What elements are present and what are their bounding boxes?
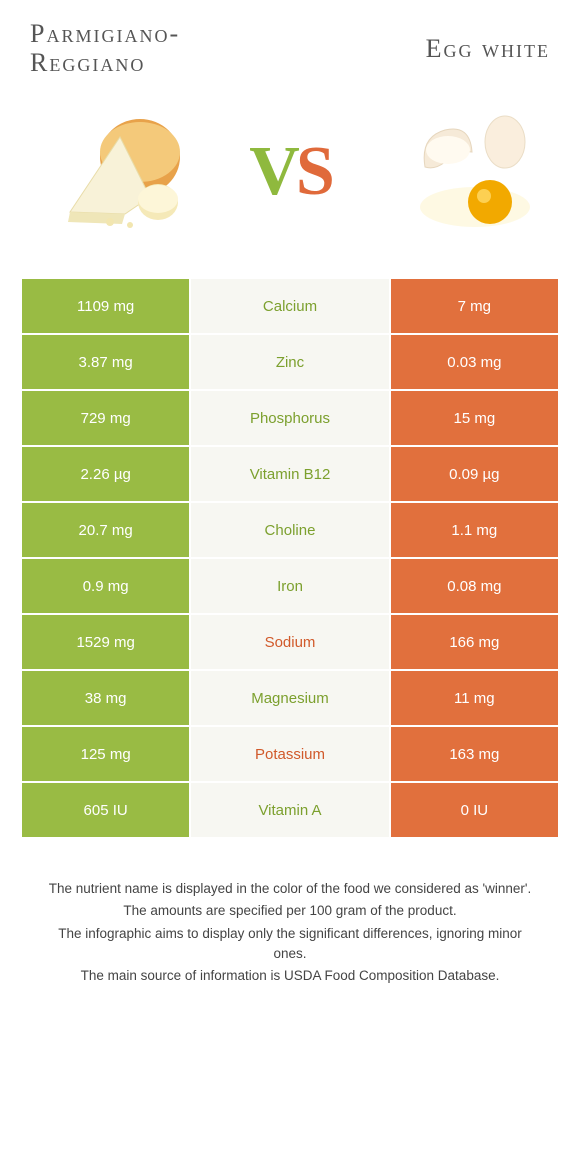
- food-right-title: Egg white: [290, 34, 550, 64]
- right-value: 11 mg: [390, 670, 559, 726]
- footer-line: The amounts are specified per 100 gram o…: [40, 901, 540, 921]
- left-value: 38 mg: [21, 670, 190, 726]
- left-value: 0.9 mg: [21, 558, 190, 614]
- right-value: 0.03 mg: [390, 334, 559, 390]
- right-value: 0.08 mg: [390, 558, 559, 614]
- nutrient-table: 1109 mgCalcium7 mg3.87 mgZinc0.03 mg729 …: [20, 277, 560, 839]
- footer-line: The nutrient name is displayed in the co…: [40, 879, 540, 899]
- left-value: 1529 mg: [21, 614, 190, 670]
- left-value: 605 IU: [21, 782, 190, 838]
- nutrient-name: Calcium: [190, 278, 389, 334]
- nutrient-name: Vitamin A: [190, 782, 389, 838]
- nutrient-name: Phosphorus: [190, 390, 389, 446]
- table-row: 20.7 mgCholine1.1 mg: [21, 502, 559, 558]
- right-value: 1.1 mg: [390, 502, 559, 558]
- right-value: 163 mg: [390, 726, 559, 782]
- food-left-title: Parmigiano-Reggiano: [30, 20, 290, 77]
- table-row: 729 mgPhosphorus15 mg: [21, 390, 559, 446]
- left-value: 729 mg: [21, 390, 190, 446]
- right-value: 166 mg: [390, 614, 559, 670]
- nutrient-name: Magnesium: [190, 670, 389, 726]
- table-row: 1109 mgCalcium7 mg: [21, 278, 559, 334]
- table-row: 125 mgPotassium163 mg: [21, 726, 559, 782]
- nutrient-name: Choline: [190, 502, 389, 558]
- right-value: 0 IU: [390, 782, 559, 838]
- nutrient-name: Zinc: [190, 334, 389, 390]
- nutrient-name: Potassium: [190, 726, 389, 782]
- left-value: 2.26 µg: [21, 446, 190, 502]
- table-row: 3.87 mgZinc0.03 mg: [21, 334, 559, 390]
- left-value: 1109 mg: [21, 278, 190, 334]
- footer-line: The main source of information is USDA F…: [40, 966, 540, 986]
- nutrient-name: Iron: [190, 558, 389, 614]
- vs-v: V: [249, 133, 296, 210]
- left-value: 125 mg: [21, 726, 190, 782]
- right-value: 0.09 µg: [390, 446, 559, 502]
- table-row: 1529 mgSodium166 mg: [21, 614, 559, 670]
- right-value: 15 mg: [390, 390, 559, 446]
- table-row: 38 mgMagnesium11 mg: [21, 670, 559, 726]
- nutrient-name: Vitamin B12: [190, 446, 389, 502]
- left-value: 20.7 mg: [21, 502, 190, 558]
- left-value: 3.87 mg: [21, 334, 190, 390]
- table-row: 605 IUVitamin A0 IU: [21, 782, 559, 838]
- right-value: 7 mg: [390, 278, 559, 334]
- table-row: 0.9 mgIron0.08 mg: [21, 558, 559, 614]
- food-left-image: [30, 102, 200, 242]
- food-right-image: [380, 102, 550, 242]
- vs-s: S: [296, 133, 331, 210]
- footer-line: The infographic aims to display only the…: [40, 924, 540, 965]
- footer-notes: The nutrient name is displayed in the co…: [0, 839, 580, 986]
- table-row: 2.26 µgVitamin B120.09 µg: [21, 446, 559, 502]
- nutrient-name: Sodium: [190, 614, 389, 670]
- vs-label: VS: [249, 132, 331, 212]
